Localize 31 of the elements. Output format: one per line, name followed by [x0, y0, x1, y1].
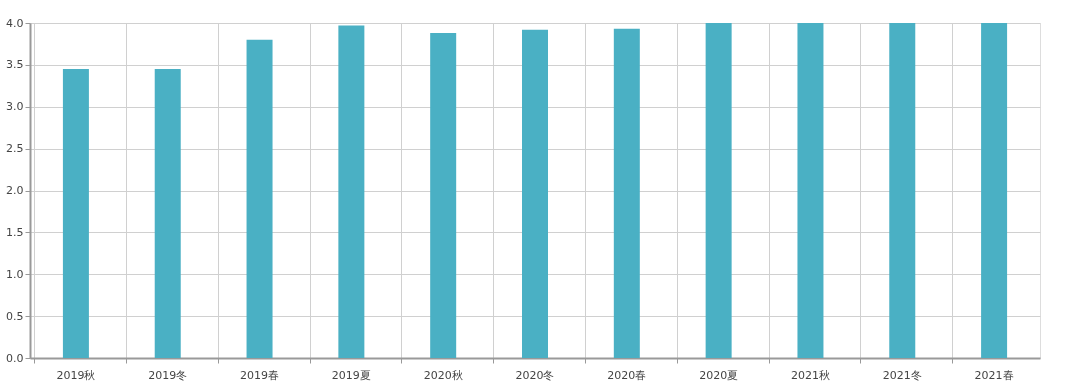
bar: [522, 29, 548, 358]
x-tick-label: 2020冬: [515, 368, 555, 382]
x-tick-label: 2020夏: [699, 368, 739, 382]
y-tick-label: 3.0: [6, 100, 24, 114]
x-tick-label: 2020春: [607, 368, 647, 382]
x-tick-label: 2021冬: [882, 368, 922, 382]
x-tick-label: 2020秋: [423, 368, 463, 382]
y-tick-label: 0.0: [6, 351, 24, 365]
bar: [981, 23, 1008, 358]
y-tick-label: 1.0: [6, 267, 24, 281]
bar: [62, 69, 89, 358]
y-tick-label: 2.5: [6, 142, 24, 156]
bar: [613, 28, 640, 358]
y-tick-label: 0.5: [6, 309, 24, 323]
y-tick-label: 3.5: [6, 58, 24, 72]
x-tick-label: 2019冬: [148, 368, 188, 382]
y-tick-label: 2.0: [6, 184, 24, 197]
bar: [705, 23, 732, 358]
bar: [797, 23, 824, 358]
x-tick-label: 2021秋: [790, 368, 830, 382]
bar: [338, 25, 365, 358]
x-tick-label: 2019夏: [331, 368, 371, 382]
bar: [246, 39, 273, 358]
y-tick-label: 4.0: [6, 16, 24, 30]
x-tick-label: 2019春: [240, 368, 280, 382]
y-tick-label: 1.5: [6, 225, 24, 239]
x-tick-label: 2019秋: [56, 368, 96, 382]
x-tick-label: 2021春: [974, 368, 1014, 382]
bar: [889, 23, 916, 358]
bar: [430, 33, 457, 358]
bar: [154, 69, 181, 358]
